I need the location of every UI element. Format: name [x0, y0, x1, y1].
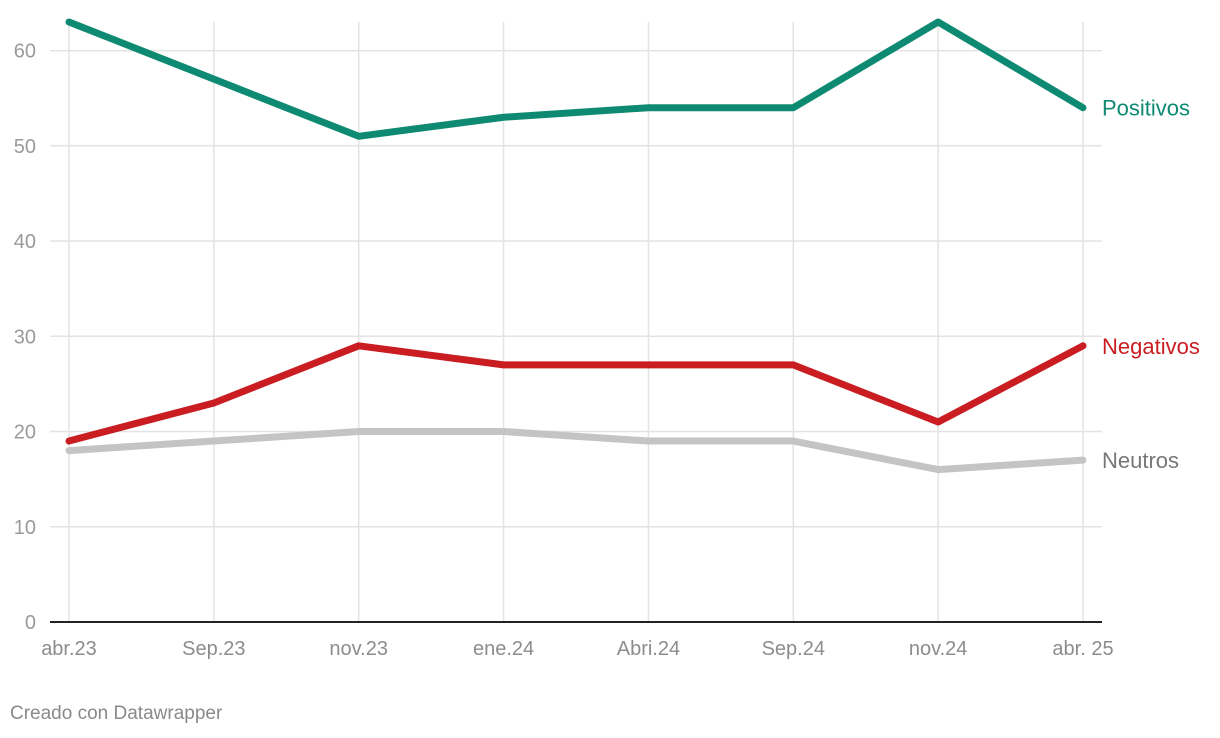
- y-tick-label-20: 20: [14, 422, 36, 444]
- series-label-negativos: Negativos: [1102, 334, 1200, 359]
- line-chart: 0 10 20 30 40 50 60 abr.23 Sep.23 nov.23 ene.24 Ab…: [14, 18, 1200, 660]
- x-tick-label-abr-25: abr. 25: [1052, 638, 1113, 660]
- x-tick-label-nov-24: nov.24: [909, 638, 968, 660]
- series-line-positivos: [65, 18, 1087, 140]
- x-axis-tick-labels: abr.23 Sep.23 nov.23 ene.24 Abri.24 Sep.24 nov…: [41, 638, 1113, 660]
- series-label-positivos: Positivos: [1102, 96, 1190, 121]
- x-tick-label-ene-24: ene.24: [473, 638, 534, 660]
- series-line-negativos: [65, 342, 1087, 445]
- x-tick-label-abr-23: abr.23: [41, 638, 97, 660]
- series-label-neutros: Neutros: [1102, 448, 1179, 473]
- x-tick-label-sep-24: Sep.24: [762, 638, 825, 660]
- y-tick-label-40: 40: [14, 231, 36, 253]
- x-tick-label-abri-24: Abri.24: [617, 638, 680, 660]
- y-axis-tick-labels: 0 10 20 30 40 50 60: [14, 41, 36, 634]
- y-tick-label-60: 60: [14, 41, 36, 63]
- x-tick-label-sep-23: Sep.23: [182, 638, 245, 660]
- y-tick-label-10: 10: [14, 517, 36, 539]
- series-line-neutros: [65, 428, 1087, 474]
- datawrapper-credit: Creado con Datawrapper: [10, 703, 223, 724]
- y-tick-label-50: 50: [14, 136, 36, 158]
- y-tick-label-30: 30: [14, 326, 36, 348]
- vertical-gridlines: [68, 22, 1084, 622]
- series-labels: Positivos Negativos Neutros: [1102, 96, 1200, 473]
- series-lines: [65, 18, 1087, 474]
- x-tick-label-nov-23: nov.23: [329, 638, 388, 660]
- horizontal-gridlines: [50, 49, 1102, 528]
- y-tick-label-0: 0: [25, 612, 36, 634]
